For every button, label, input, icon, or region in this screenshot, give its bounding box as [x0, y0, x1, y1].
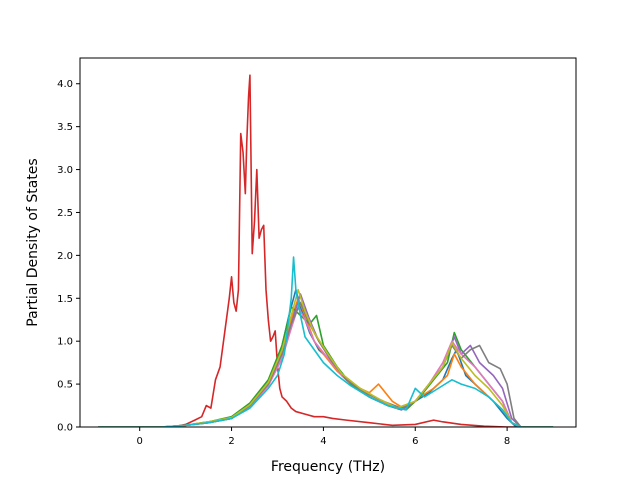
series-layer — [98, 74, 554, 427]
x-tick-label: 2 — [228, 436, 234, 447]
y-axis-label: Partial Density of States — [25, 158, 41, 326]
x-tick-label: 8 — [504, 436, 510, 447]
x-tick-label: 0 — [137, 436, 143, 447]
y-tick-label: 1.0 — [57, 337, 73, 348]
x-tick-label: 6 — [412, 436, 418, 447]
x-axis-ticks: 0 2 4 6 8 — [137, 427, 510, 447]
y-tick-label: 4.0 — [57, 79, 73, 90]
y-tick-label: 2.0 — [57, 251, 73, 262]
y-tick-label: 3.0 — [57, 165, 73, 176]
x-tick-label: 4 — [320, 436, 326, 447]
y-tick-label: 1.5 — [57, 294, 73, 305]
series-line-8 — [98, 288, 554, 427]
series-line-1 — [98, 74, 554, 427]
y-tick-label: 2.5 — [57, 208, 73, 219]
y-tick-label: 0.5 — [57, 380, 73, 391]
series-line-9 — [98, 256, 554, 427]
x-axis-label: Frequency (THz) — [271, 459, 385, 475]
y-tick-label: 0.0 — [57, 423, 73, 434]
y-axis-ticks: 0.0 0.5 1.0 1.5 2.0 2.5 3.0 3.5 4.0 — [57, 79, 80, 434]
plot-frame — [79, 57, 577, 428]
y-tick-label: 3.5 — [57, 122, 73, 133]
